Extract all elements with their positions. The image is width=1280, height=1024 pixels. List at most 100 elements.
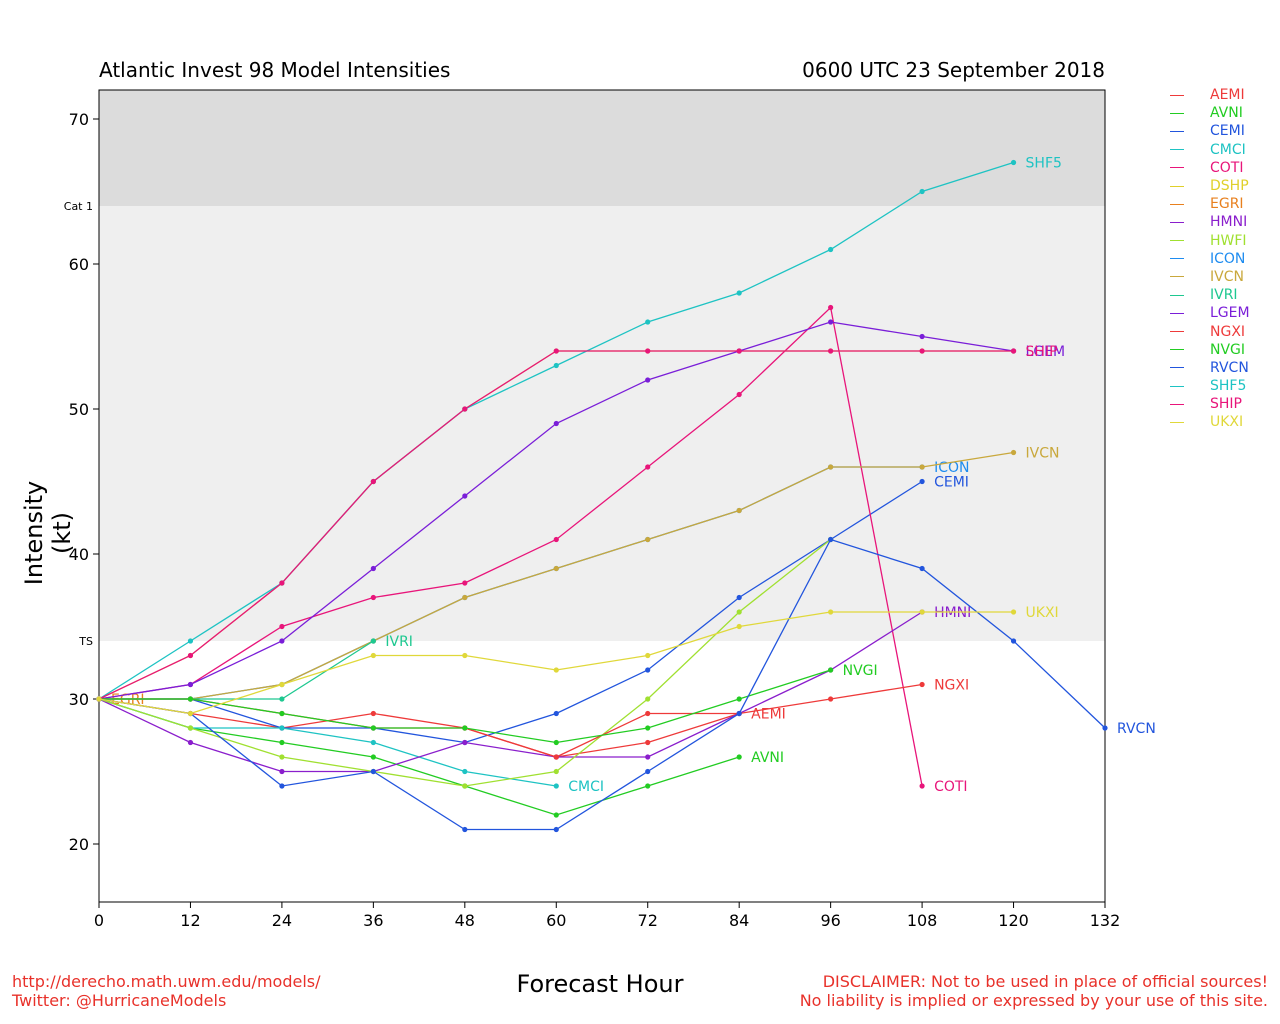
legend-swatch	[1170, 94, 1184, 96]
legend-item-dshp: DSHP	[1170, 177, 1250, 195]
series-end-label-ship: SHIP	[1026, 344, 1058, 360]
footer-twitter[interactable]: Twitter: @HurricaneModels	[12, 991, 227, 1010]
legend-label: AEMI	[1210, 87, 1245, 104]
point-hwfi	[645, 696, 651, 702]
point-hmni	[187, 739, 194, 746]
point-shf5	[828, 246, 834, 253]
x-tick-label: 48	[455, 911, 475, 930]
point-nvgi	[736, 696, 742, 702]
legend-swatch	[1170, 221, 1184, 223]
legend-swatch	[1170, 149, 1184, 151]
series-end-label-ivri: IVRI	[385, 634, 413, 650]
series-end-label-cemi: CEMI	[934, 475, 969, 491]
legend-label: CEMI	[1210, 123, 1245, 140]
point-ivcn	[1010, 449, 1017, 456]
point-ukxi	[370, 652, 376, 659]
point-coti	[462, 580, 468, 586]
point-lgem	[645, 377, 651, 383]
point-cmci	[279, 725, 285, 731]
legend-item-ship: SHIP	[1170, 395, 1250, 413]
legend-item-nvgi: NVGI	[1170, 341, 1250, 359]
series-end-label-ngxi: NGXI	[934, 678, 969, 694]
point-cmci	[462, 768, 468, 775]
series-line-cemi	[99, 480, 923, 744]
x-tick-label: 132	[1090, 911, 1121, 930]
point-ivri	[370, 638, 376, 644]
series-end-label-rvcn: RVCN	[1117, 721, 1156, 737]
legend-item-cemi: CEMI	[1170, 122, 1250, 140]
point-lgem	[370, 565, 376, 572]
legend-item-rvcn: RVCN	[1170, 359, 1250, 377]
point-ivcn	[919, 464, 925, 470]
legend-swatch	[1170, 331, 1184, 333]
point-lgem	[919, 333, 925, 340]
point-rvcn	[919, 565, 925, 572]
point-nvgi	[370, 725, 376, 731]
point-ship	[1010, 348, 1017, 354]
legend-item-ngxi: NGXI	[1170, 322, 1250, 340]
point-cemi	[553, 710, 559, 717]
point-ivcn	[553, 565, 559, 572]
chart-timestamp: 0600 UTC 23 September 2018	[802, 58, 1105, 82]
disclaimer-line-2: No liability is implied or expressed by …	[799, 991, 1268, 1010]
series-line-ngxi	[99, 683, 923, 758]
x-tick-label: 36	[363, 911, 383, 930]
legend-item-shf5: SHF5	[1170, 377, 1250, 395]
point-hwfi	[553, 768, 559, 775]
series-line-ivri	[99, 640, 374, 700]
series-line-cmci	[98, 698, 557, 787]
footer-url[interactable]: http://derecho.math.uwm.edu/models/	[12, 972, 321, 991]
plot-frame	[98, 89, 1106, 903]
point-cemi	[736, 594, 742, 601]
point-cemi	[645, 667, 651, 673]
point-hwfi	[736, 609, 742, 615]
point-ukxi	[919, 609, 925, 615]
legend-label: RVCN	[1210, 359, 1249, 376]
point-ship	[187, 652, 194, 659]
series-line-avni	[98, 698, 740, 816]
legend-label: HMNI	[1210, 214, 1248, 231]
point-ship	[645, 348, 651, 354]
legend-label: SHF5	[1210, 378, 1247, 395]
point-hwfi	[187, 725, 194, 731]
point-nvgi	[553, 739, 559, 746]
legend-swatch	[1170, 185, 1184, 187]
series-end-label-shf5: SHF5	[1026, 156, 1062, 172]
point-shf5	[553, 362, 559, 369]
point-rvcn	[736, 710, 742, 717]
point-coti	[645, 464, 651, 470]
legend-swatch	[1170, 240, 1184, 242]
legend-label: NGXI	[1210, 323, 1246, 340]
point-ship	[553, 348, 559, 354]
point-ship	[736, 348, 742, 354]
point-ivcn	[462, 594, 468, 601]
y-tick-label: 30	[69, 690, 89, 709]
chart-title: Atlantic Invest 98 Model Intensities	[99, 58, 451, 82]
band-ts	[99, 206, 1105, 641]
point-ukxi	[645, 652, 651, 659]
point-hwfi	[279, 754, 285, 760]
point-lgem	[187, 681, 194, 688]
point-coti	[736, 391, 742, 398]
point-aemi	[645, 739, 651, 746]
legend-swatch	[1170, 385, 1184, 387]
point-hmni	[645, 754, 651, 760]
point-ship	[919, 348, 925, 354]
legend-swatch	[1170, 403, 1184, 405]
point-rvcn	[828, 536, 834, 543]
point-rvcn	[553, 826, 559, 833]
legend-swatch	[1170, 312, 1184, 314]
x-tick-label: 60	[546, 911, 566, 930]
series-end-label-ukxi: UKXI	[1026, 605, 1059, 621]
footer-credits: http://derecho.math.uwm.edu/models/ Twit…	[12, 972, 320, 1010]
legend-item-ivri: IVRI	[1170, 286, 1250, 304]
legend-swatch	[1170, 130, 1184, 132]
point-lgem	[462, 493, 468, 499]
x-tick-label: 72	[638, 911, 658, 930]
legend-swatch	[1170, 276, 1184, 278]
legend-label: LGEM	[1210, 305, 1250, 322]
point-lgem	[828, 319, 834, 325]
point-ngxi	[828, 696, 834, 702]
series-end-label-cmci: CMCI	[568, 779, 604, 795]
point-nvgi	[645, 725, 651, 731]
